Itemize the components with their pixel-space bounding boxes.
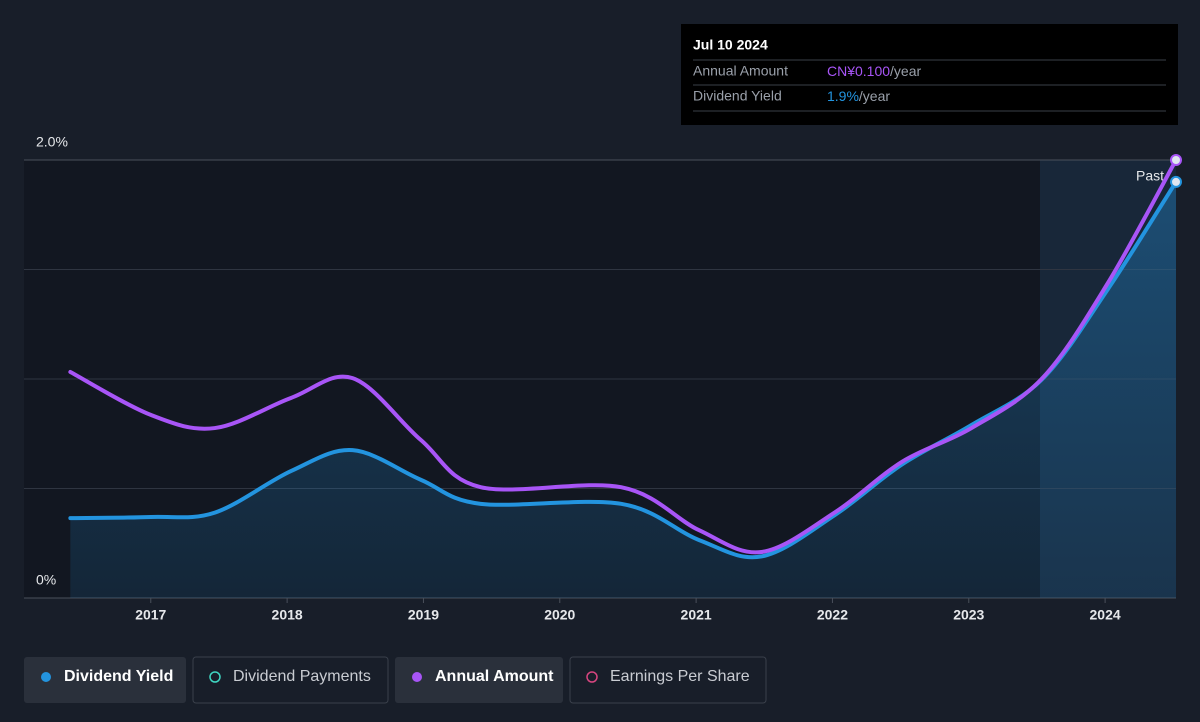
legend-swatch [586, 671, 598, 683]
end-point [1170, 175, 1182, 188]
tooltip-label: Annual Amount [693, 63, 788, 79]
legend-swatch [41, 672, 51, 682]
legend-button[interactable] [569, 656, 767, 704]
tooltip: Jul 10 2024 Annual Amount CN¥0.100/year Div… [681, 24, 1178, 125]
legend-label: Earnings Per Share [610, 668, 750, 685]
x-tick-label: 2023 [953, 607, 984, 623]
legend-swatch [412, 672, 422, 682]
tooltip-label: Dividend Yield [693, 88, 782, 104]
tooltip-amount: CN¥0.100 [827, 63, 890, 79]
x-tick-label: 2018 [272, 607, 303, 623]
tooltip-date: Jul 10 2024 [693, 37, 768, 53]
x-tick-label: 2017 [135, 607, 166, 623]
legend-item[interactable]: Annual Amount [395, 657, 563, 703]
tooltip-amount: 1.9% [827, 88, 859, 104]
tooltip-value: 1.9%/year [827, 88, 890, 104]
x-tick-label: 2024 [1090, 607, 1121, 623]
tooltip-unit: /year [890, 63, 921, 79]
area [70, 181, 1176, 598]
legend-button[interactable] [24, 657, 186, 703]
line [68, 158, 1178, 555]
legend-item[interactable]: Dividend Payments [192, 656, 389, 704]
x-tick-label: 2022 [817, 607, 848, 623]
region-label: Past [1136, 168, 1164, 184]
tooltip-unit: /year [859, 88, 890, 104]
tooltip-value: CN¥0.100/year [827, 63, 922, 79]
end-point [1170, 154, 1182, 166]
tooltip-box [681, 24, 1178, 125]
y-tick-label: 0% [36, 572, 56, 588]
x-tick-label: 2019 [408, 607, 439, 623]
legend-item[interactable]: Dividend Yield [24, 657, 186, 703]
y-tick-label: 2.0% [36, 134, 68, 150]
x-tick-label: 2020 [544, 607, 575, 623]
legend-label: Dividend Yield [64, 668, 173, 685]
legend-item[interactable]: Earnings Per Share [569, 656, 767, 704]
legend-swatch [209, 671, 221, 683]
legend-button[interactable] [192, 656, 389, 704]
legend-label: Dividend Payments [233, 668, 371, 685]
legend-label: Annual Amount [435, 668, 554, 685]
x-tick-label: 2021 [681, 607, 712, 623]
legend-button[interactable] [395, 657, 563, 703]
